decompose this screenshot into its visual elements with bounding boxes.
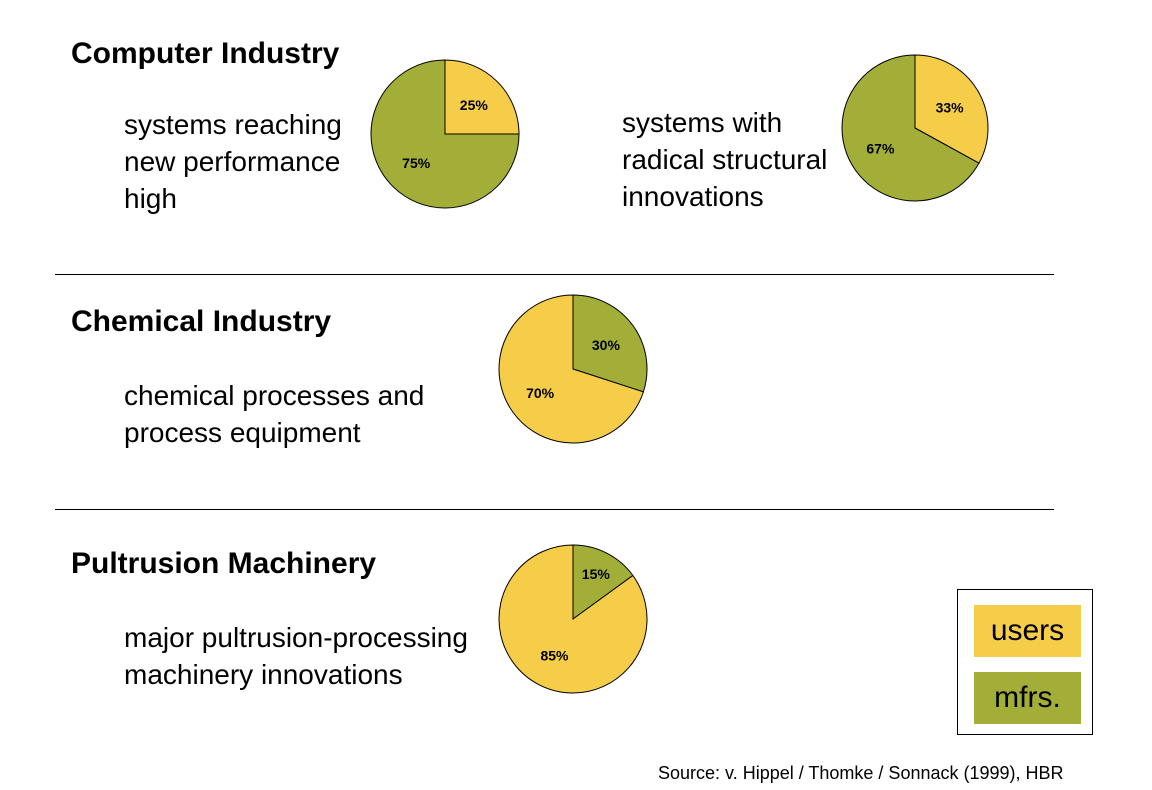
description-line: process equipment bbox=[124, 417, 361, 448]
description-line: innovations bbox=[622, 181, 764, 212]
source-citation: Source: v. Hippel / Thomke / Sonnack (19… bbox=[658, 763, 1064, 783]
pie-slice-mfrs bbox=[572, 544, 634, 620]
pie-slice-users bbox=[914, 54, 989, 164]
pie-data-label: 75% bbox=[402, 155, 431, 171]
section-divider bbox=[55, 509, 1054, 510]
section-title-chemical-industry: Chemical Industry bbox=[71, 305, 332, 338]
description-line: radical structural bbox=[622, 144, 828, 175]
section-divider bbox=[55, 274, 1054, 275]
pie-slice-users bbox=[498, 544, 648, 694]
legend-item-users: users bbox=[974, 605, 1081, 657]
pie-slice-mfrs bbox=[370, 59, 520, 209]
pie-data-label: 30% bbox=[592, 337, 621, 353]
section-title-computer-industry: Computer Industry bbox=[71, 37, 340, 70]
pie-chart-chemical-processes: 30% 70% bbox=[498, 294, 648, 444]
pie-chart-pultrusion-machinery: 15% 85% bbox=[498, 544, 648, 694]
pie-slice-mfrs bbox=[841, 54, 980, 202]
section-title-pultrusion-machinery: Pultrusion Machinery bbox=[71, 547, 377, 580]
description-line: systems reaching bbox=[124, 109, 342, 140]
description-line: high bbox=[124, 183, 177, 214]
description-performance-high: systems reaching new performance high bbox=[124, 106, 342, 217]
description-radical-innovations: systems with radical structural innovati… bbox=[622, 104, 827, 215]
pie-data-label: 85% bbox=[540, 647, 569, 663]
description-line: chemical processes and bbox=[124, 380, 425, 411]
description-line: machinery innovations bbox=[124, 659, 403, 690]
pie-data-label: 70% bbox=[526, 385, 555, 401]
description-pultrusion-machinery: major pultrusion-processing machinery in… bbox=[124, 619, 468, 693]
pie-slice-users bbox=[444, 59, 520, 135]
pie-data-label: 25% bbox=[460, 97, 489, 113]
pie-data-label: 67% bbox=[866, 140, 895, 156]
pie-chart-radical-innovations: 33% 67% bbox=[841, 54, 989, 202]
pie-slice-users bbox=[498, 294, 645, 444]
pie-slice-mfrs bbox=[572, 294, 648, 393]
pie-chart-performance-high: 25% 75% bbox=[370, 59, 520, 209]
pie-data-label: 33% bbox=[936, 100, 965, 116]
description-chemical-processes: chemical processes and process equipment bbox=[124, 377, 424, 451]
legend-item-mfrs: mfrs. bbox=[974, 672, 1081, 724]
pie-data-label: 15% bbox=[582, 566, 611, 582]
description-line: major pultrusion-processing bbox=[124, 622, 468, 653]
description-line: new performance bbox=[124, 146, 341, 177]
legend: users mfrs. bbox=[957, 589, 1093, 735]
description-line: systems with bbox=[622, 107, 783, 138]
